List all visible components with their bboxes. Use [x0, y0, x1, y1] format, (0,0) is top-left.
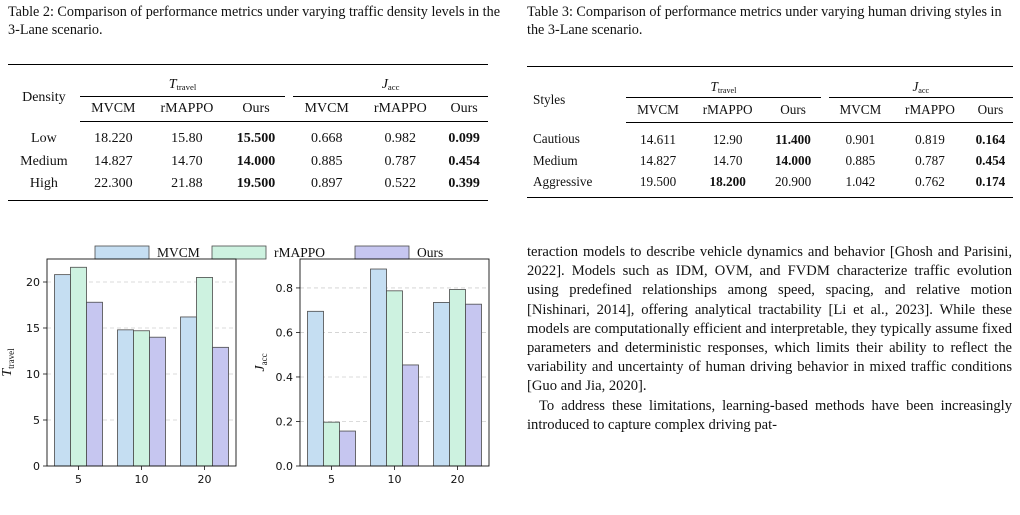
y-tick-label: 15	[26, 322, 40, 335]
table-row: Medium 14.827 14.70 14.000 0.885 0.787 0.454	[527, 150, 1013, 171]
legend-label: rMAPPO	[274, 245, 325, 260]
method-header: rMAPPO	[892, 97, 968, 123]
bar-rmappo	[133, 330, 150, 467]
method-header: MVCM	[828, 97, 893, 123]
method-header: rMAPPO	[146, 96, 227, 122]
row-label: Low	[31, 131, 57, 146]
method-header: MVCM	[626, 97, 690, 123]
bar-rmappo	[386, 290, 403, 467]
method-header: Ours	[440, 96, 488, 122]
figure-bar-charts: MVCM rMAPPO Ours 0 5 10 15 20 5 10 20 Ttravel 0.0 0.2…	[0, 245, 490, 486]
row-label: Aggressive	[533, 173, 593, 189]
legend-swatch	[354, 245, 410, 260]
bar-rmappo	[449, 289, 466, 467]
y-tick-label: 10	[26, 368, 40, 381]
x-tick-label: 10	[135, 473, 149, 486]
paragraph: To address these limitations, learning-b…	[527, 397, 1012, 433]
bar-rmappo	[323, 421, 340, 467]
legend-label: Ours	[417, 245, 443, 260]
table2-group2-header: Jacc	[293, 64, 488, 97]
row-label: Medium	[20, 153, 68, 169]
table2: Density Ttravel Jacc MVCM rMAPPO Ours MV…	[8, 64, 488, 201]
y-tick-label: 0.0	[276, 460, 294, 473]
row-label: Medium	[533, 152, 578, 168]
plot-frame	[46, 258, 237, 467]
y-axis-label: Ttravel	[0, 348, 16, 377]
body-text: teraction models to describe vehicle dyn…	[527, 243, 1012, 435]
bar-mvcm	[180, 316, 197, 467]
bar-ours	[149, 336, 166, 467]
table-row: Cautious 14.611 12.90 11.400 0.901 0.819 0.1…	[527, 123, 1013, 151]
plot-frame	[299, 258, 490, 467]
bar-mvcm	[117, 329, 134, 467]
y-tick-label: 0	[33, 460, 40, 473]
method-header: Ours	[967, 97, 1013, 123]
bar-ours	[86, 301, 103, 467]
bar-mvcm	[370, 268, 387, 467]
x-tick-label: 20	[198, 473, 212, 486]
legend-label: MVCM	[157, 245, 200, 260]
bar-ours	[212, 346, 229, 467]
bar-mvcm	[307, 310, 324, 467]
method-header: Ours	[765, 97, 821, 123]
bar-rmappo	[196, 277, 213, 467]
x-tick-label: 10	[388, 473, 402, 486]
row-label: High	[29, 176, 58, 192]
bar-mvcm	[54, 274, 71, 467]
bar-ours	[339, 430, 356, 467]
table3-group2-header: Jacc	[828, 66, 1013, 98]
table2-row-header: Density	[22, 89, 66, 105]
bar-ours	[465, 303, 482, 467]
table3-row-header: Styles	[533, 91, 566, 107]
table3-group1-header: Ttravel	[626, 66, 821, 98]
x-tick-label: 5	[75, 473, 82, 486]
paragraph: teraction models to describe vehicle dyn…	[527, 244, 1012, 395]
table-row: Low 18.220 15.80 15.500 0.668 0.982 0.099	[8, 122, 488, 151]
y-tick-label: 0.8	[276, 282, 294, 295]
legend-swatch	[211, 245, 267, 260]
y-tick-label: 0.6	[276, 326, 294, 339]
method-header: MVCM	[79, 96, 147, 122]
x-tick-label: 5	[328, 473, 335, 486]
y-axis-label: Jacc	[253, 353, 269, 371]
legend-swatch	[94, 245, 150, 260]
table-row: High 22.300 21.88 19.500 0.897 0.522 0.399	[8, 173, 488, 200]
row-label: Cautious	[533, 131, 580, 147]
table2-caption: Table 2: Comparison of performance metri…	[8, 4, 500, 38]
method-header: MVCM	[293, 96, 361, 122]
y-tick-label: 0.4	[276, 371, 294, 384]
table3-caption: Table 3: Comparison of performance metri…	[527, 4, 1002, 38]
y-tick-label: 20	[26, 276, 40, 289]
table3: Styles Ttravel Jacc MVCM rMAPPO Ours MVC…	[527, 66, 1013, 198]
x-tick-label: 20	[451, 473, 465, 486]
table-row: Aggressive 19.500 18.200 20.900 1.042 0.762…	[527, 171, 1013, 198]
y-tick-label: 0.2	[276, 415, 294, 428]
bar-rmappo	[70, 266, 87, 467]
method-header: Ours	[226, 96, 286, 122]
y-tick-label: 5	[33, 414, 40, 427]
bar-mvcm	[433, 302, 450, 467]
table-row: Medium 14.827 14.70 14.000 0.885 0.787 0.454	[8, 151, 488, 174]
bar-ours	[402, 364, 419, 467]
method-header: rMAPPO	[689, 97, 766, 123]
method-header: rMAPPO	[360, 96, 441, 122]
table2-group1-header: Ttravel	[79, 64, 286, 97]
